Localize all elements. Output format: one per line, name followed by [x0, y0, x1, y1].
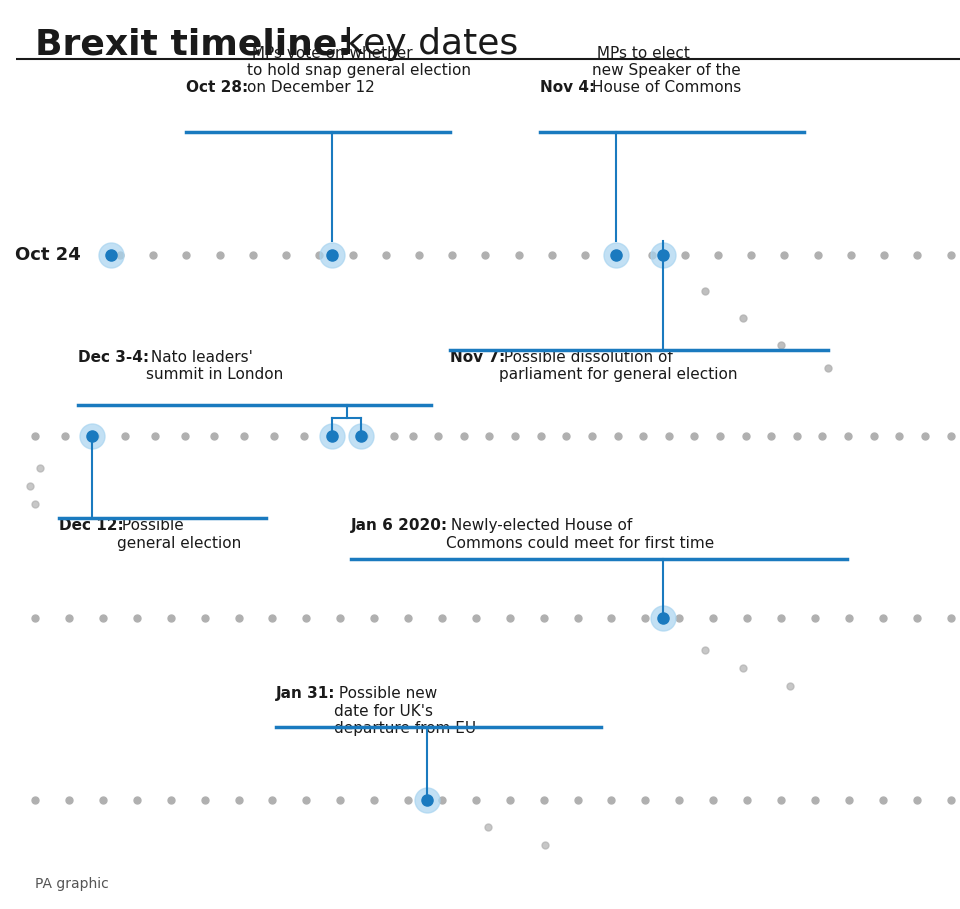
Text: PA graphic: PA graphic: [36, 877, 108, 891]
Text: MPs to elect
new Speaker of the
House of Commons: MPs to elect new Speaker of the House of…: [592, 45, 741, 95]
Text: Brexit timeline:: Brexit timeline:: [36, 27, 351, 61]
Text: Jan 31:: Jan 31:: [276, 686, 335, 702]
Text: key dates: key dates: [332, 27, 518, 61]
Text: Nov 7:: Nov 7:: [450, 350, 506, 365]
Text: Possible new
date for UK's
departure from EU: Possible new date for UK's departure fro…: [334, 686, 476, 736]
Text: Nov 4:: Nov 4:: [540, 80, 595, 95]
Text: Oct 28:: Oct 28:: [186, 80, 249, 95]
Text: Newly-elected House of
Commons could meet for first time: Newly-elected House of Commons could mee…: [445, 518, 714, 551]
Text: Possible dissolution of
parliament for general election: Possible dissolution of parliament for g…: [499, 350, 738, 383]
Text: Dec 3-4:: Dec 3-4:: [78, 350, 149, 365]
Text: MPs vote on whether
to hold snap general election
on December 12: MPs vote on whether to hold snap general…: [248, 45, 471, 95]
Text: Jan 6 2020:: Jan 6 2020:: [351, 518, 448, 534]
Text: Nato leaders'
summit in London: Nato leaders' summit in London: [146, 350, 283, 383]
Text: Dec 12:: Dec 12:: [59, 518, 124, 534]
Text: Oct 24: Oct 24: [15, 245, 87, 264]
Text: Possible
general election: Possible general election: [117, 518, 241, 551]
